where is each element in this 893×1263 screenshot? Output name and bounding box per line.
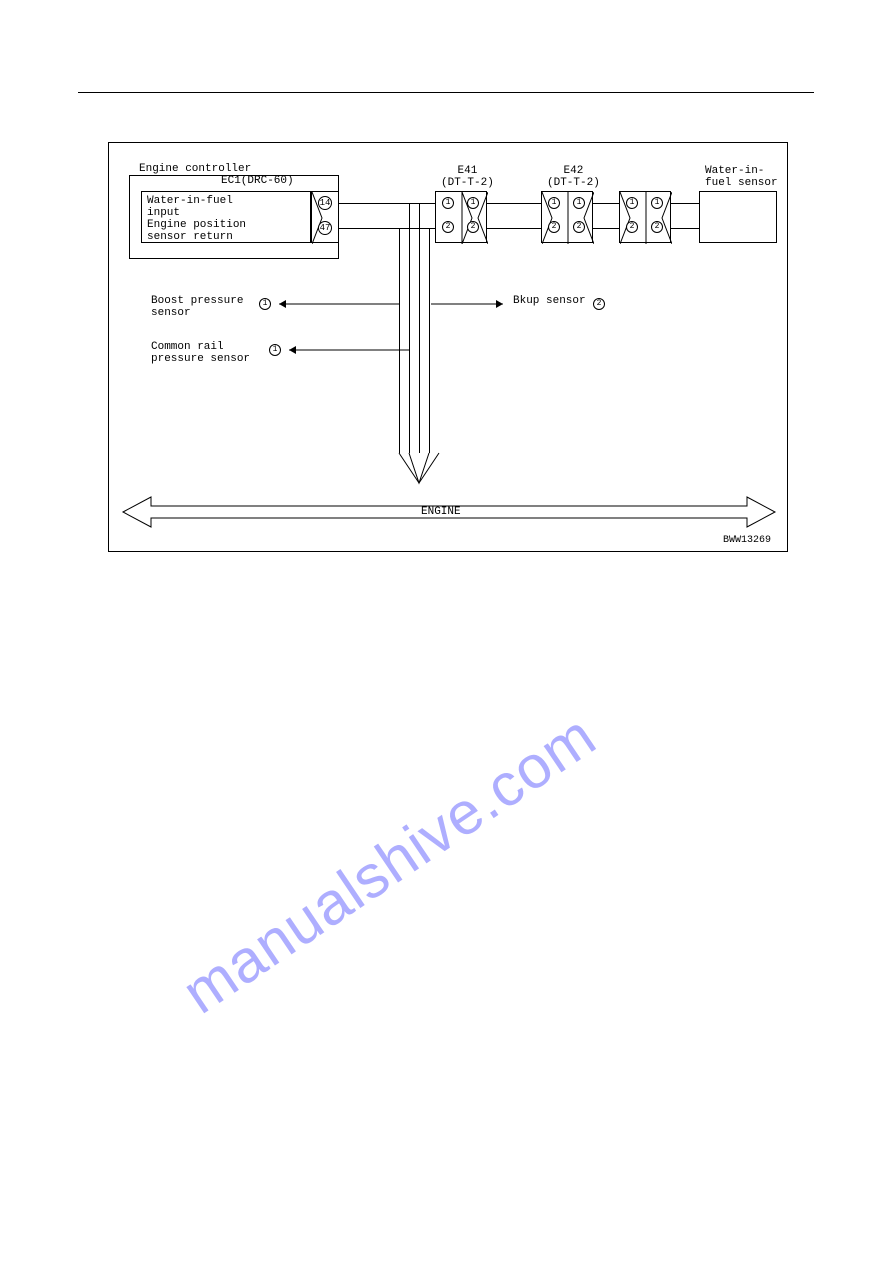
common-rail-pin: 1 (269, 344, 281, 356)
wif-sensor-box (699, 191, 777, 243)
e42-pin-2-r: 2 (573, 221, 585, 233)
wire-conn-sensor-top (671, 203, 699, 204)
wire-ec1-e41-bot (339, 228, 435, 229)
wif-pin-2-r: 2 (651, 221, 663, 233)
ec1-label: EC1(DRC-60) (221, 175, 294, 187)
wire-drop-3 (419, 203, 420, 453)
wif-pin-1-r: 1 (651, 197, 663, 209)
bkup-label: Bkup sensor (513, 295, 586, 307)
wire-e41-e42-bot (487, 228, 541, 229)
e42-label: E42 (DT-T-2) (547, 165, 600, 189)
e42-pin-1-l: 1 (548, 197, 560, 209)
wif-sensor-label: Water-in- fuel sensor (705, 165, 778, 189)
wire-drop-1 (399, 228, 400, 453)
boost-arrow (274, 298, 404, 310)
ec1-pin-14: 14 (318, 196, 332, 210)
eng-pos-return-label: Engine position sensor return (147, 219, 246, 243)
e42-pin-1-r: 1 (573, 197, 585, 209)
common-rail-arrow (284, 344, 414, 356)
wif-pin-2-l: 2 (626, 221, 638, 233)
engine-label: ENGINE (421, 506, 461, 518)
page: Engine controller EC1(DRC-60) Water-in-f… (0, 0, 893, 1263)
wif-input-label: Water-in-fuel input (147, 195, 233, 219)
e41-pin-2-r: 2 (467, 221, 479, 233)
top-rule (78, 92, 814, 93)
diagram-code: BWW13269 (723, 535, 771, 546)
e41-label: E41 (DT-T-2) (441, 165, 494, 189)
splice-chevron (379, 443, 459, 493)
common-rail-label: Common rail pressure sensor (151, 341, 250, 365)
boost-pin: 1 (259, 298, 271, 310)
wire-e42-wif-bot (593, 228, 619, 229)
bkup-arrow (431, 298, 511, 310)
wire-drop-2 (409, 203, 410, 453)
ec1-pin-47: 47 (318, 221, 332, 235)
wif-pin-1-l: 1 (626, 197, 638, 209)
wire-ec1-e41-top (339, 203, 435, 204)
e41-pin-1-l: 1 (442, 197, 454, 209)
wire-e41-e42-top (487, 203, 541, 204)
wire-conn-sensor-bot (671, 228, 699, 229)
e41-pin-1-r: 1 (467, 197, 479, 209)
wire-drop-4 (429, 228, 430, 453)
watermark-text: manualshive.com (170, 701, 608, 1028)
diagram-frame: Engine controller EC1(DRC-60) Water-in-f… (108, 142, 788, 552)
wire-e42-wif-top (593, 203, 619, 204)
e41-pin-2-l: 2 (442, 221, 454, 233)
e42-pin-2-l: 2 (548, 221, 560, 233)
engine-controller-label: Engine controller (139, 163, 251, 175)
bkup-pin: 2 (593, 298, 605, 310)
boost-label: Boost pressure sensor (151, 295, 243, 319)
